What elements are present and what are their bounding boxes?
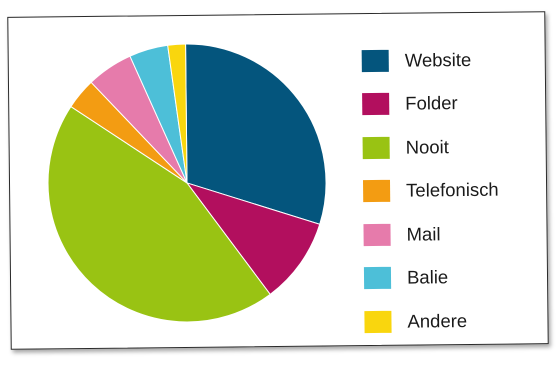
pie-slice-folder: [185, 182, 321, 296]
pie-slice-andere: [167, 43, 188, 184]
legend-swatch: [362, 93, 390, 116]
chart-card: Website Folder Nooit Telefonisch Mail Balie An…: [7, 11, 549, 350]
legend-item-andere: Andere: [364, 298, 544, 343]
pie-chart: [47, 43, 327, 323]
legend-item-website: Website: [361, 37, 542, 82]
pie-slice-website: [185, 43, 327, 225]
legend-item-balie: Balie: [363, 255, 544, 300]
legend-swatch: [363, 180, 391, 203]
legend-label: Website: [404, 48, 472, 71]
legend-label: Mail: [406, 223, 441, 245]
legend-swatch: [362, 136, 390, 159]
chart-legend: Website Folder Nooit Telefonisch Mail Balie An…: [361, 37, 545, 343]
legend-item-telefonisch: Telefonisch: [363, 168, 543, 213]
legend-swatch: [361, 49, 389, 72]
legend-swatch: [364, 310, 392, 333]
legend-label: Balie: [406, 266, 449, 288]
legend-label: Andere: [407, 309, 468, 332]
legend-swatch: [363, 267, 392, 290]
legend-label: Telefonisch: [406, 178, 499, 201]
legend-label: Folder: [405, 92, 458, 114]
legend-swatch: [363, 223, 391, 246]
legend-item-nooit: Nooit: [362, 124, 542, 169]
legend-item-mail: Mail: [363, 211, 543, 256]
legend-label: Nooit: [405, 135, 449, 158]
pie-slice-nooit: [47, 105, 271, 323]
legend-item-folder: Folder: [362, 81, 542, 126]
